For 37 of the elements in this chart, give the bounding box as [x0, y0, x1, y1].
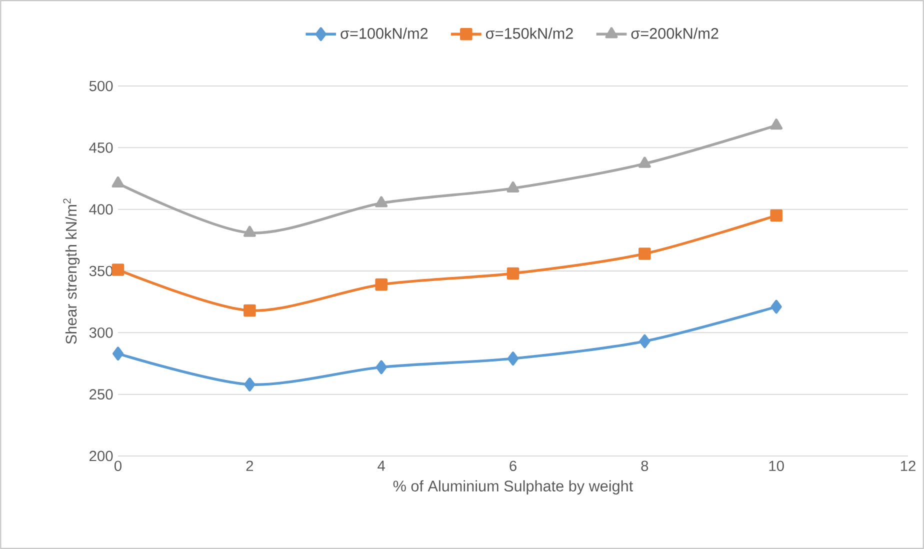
point: [112, 346, 124, 361]
point: [638, 156, 651, 168]
point: [506, 181, 520, 192]
legend-label: σ=150kN/m2: [486, 28, 573, 39]
point: [770, 209, 782, 222]
y-tick-label: 450: [89, 142, 113, 153]
point: [112, 176, 124, 188]
point: [112, 264, 124, 276]
point: [375, 278, 388, 291]
y-axis-title: Shear strength kN/m$^{2}$: [63, 198, 80, 344]
y-tick-label: 400: [89, 204, 113, 215]
point: [376, 360, 387, 374]
point: [244, 304, 256, 317]
y-tick-label: 350: [89, 266, 113, 276]
legend-label: σ=100kN/m2: [340, 28, 428, 39]
x-tick-label: 6: [510, 460, 516, 472]
point: [638, 248, 651, 260]
x-tick-label: 10: [769, 460, 784, 472]
x-tick-label: 0: [114, 460, 122, 472]
point: [244, 378, 256, 392]
point: [507, 352, 519, 366]
x-tick-label: 4: [378, 460, 385, 471]
y-tick-label: 500: [89, 80, 113, 92]
point: [506, 267, 520, 280]
y-tick-label: 300: [89, 327, 113, 338]
y-tick-label: 200: [90, 450, 113, 462]
x-tick-label: 2: [246, 460, 254, 471]
point: [770, 300, 782, 314]
point: [770, 118, 783, 130]
x-tick-label: 12: [900, 460, 916, 471]
point: [639, 334, 650, 348]
x-tick-label: 8: [641, 460, 648, 472]
x-axis-title: % of Aluminium Sulphate by weight: [393, 480, 634, 495]
point: [375, 196, 388, 208]
legend-label: σ=200kN/m2: [631, 28, 718, 39]
point: [243, 226, 256, 237]
y-tick-label: 250: [90, 389, 113, 400]
